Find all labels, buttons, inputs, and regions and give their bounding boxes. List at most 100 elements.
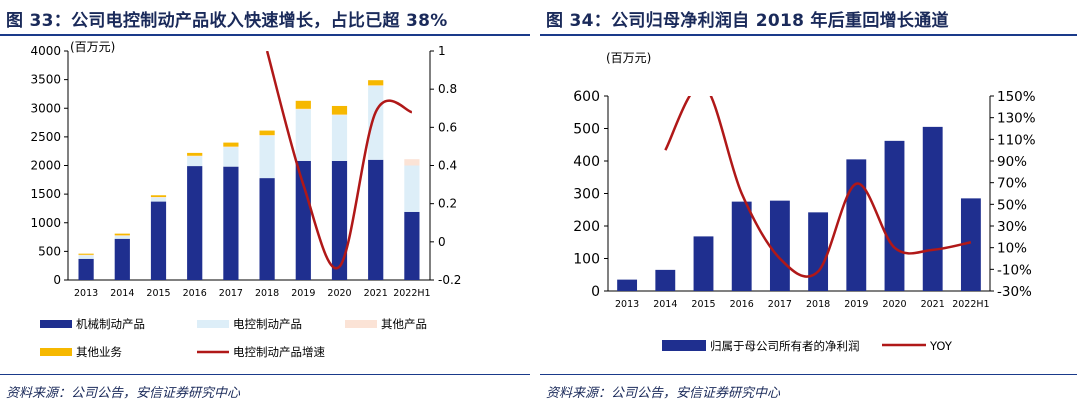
right-x-tick-label: 2017	[768, 299, 792, 310]
left-y-tick-label: 2000	[30, 159, 61, 173]
right-x-tick-label: 2015	[691, 299, 715, 310]
right-x-tick-label: 2014	[653, 299, 677, 310]
left-bar-4	[150, 195, 167, 197]
left-bar-3	[331, 114, 348, 116]
left-figure-title: 图 33：公司电控制动产品收入快速增长，占比已超 38%	[6, 11, 448, 31]
left-bar-1	[78, 258, 94, 280]
right-bar	[655, 269, 676, 291]
left-legend-label: 电控制动产品增速	[233, 345, 325, 359]
left-legend-swatch	[345, 320, 377, 328]
left-bar-4	[223, 142, 239, 147]
left-x-tick-label: 2014	[110, 288, 134, 299]
right-bar	[922, 126, 943, 291]
left-bar-1	[295, 160, 311, 280]
left-bar-3	[187, 155, 203, 157]
right-figure-title: 图 34：公司归母净利润自 2018 年后重回增长通道	[546, 11, 949, 31]
left-y-tick-label: 0	[53, 273, 61, 287]
left-bar-1	[187, 166, 203, 280]
left-x-tick-label: 2021	[364, 288, 388, 299]
left-bottom-rule	[0, 374, 530, 375]
left-y-tick-label: 1000	[30, 216, 61, 230]
right-y2-tick-label: 150%	[997, 89, 1036, 105]
left-bar-2	[368, 85, 384, 160]
left-x-tick-label: 2013	[74, 288, 98, 299]
left-bar-3	[404, 159, 420, 166]
left-y-tick-label: 1500	[30, 187, 61, 201]
right-bar	[960, 198, 981, 291]
left-bar-4	[259, 130, 275, 136]
right-x-tick-label: 2020	[882, 299, 906, 310]
left-bar-2	[78, 255, 94, 259]
right-bar	[617, 279, 638, 291]
right-y2-tick-label: -10%	[997, 262, 1032, 278]
left-x-tick-label: 2015	[146, 288, 170, 299]
left-legend-label: 其他产品	[381, 317, 427, 331]
right-bar	[846, 159, 867, 291]
left-bar-1	[331, 160, 348, 280]
right-figure-panel: 图 34：公司归母净利润自 2018 年后重回增长通道 (百万元) 0 100 200…	[540, 0, 1077, 408]
left-y-tick-label: 2500	[30, 130, 61, 144]
left-legend-label: 其他业务	[76, 345, 122, 359]
left-bar-1	[114, 238, 130, 280]
left-bar-2	[404, 165, 420, 212]
left-legend-label: 机械制动产品	[76, 317, 145, 331]
right-title-rule	[540, 34, 1077, 36]
left-bar-3	[78, 254, 94, 256]
left-bar-2	[331, 115, 348, 161]
right-y-tick-label: 500	[573, 122, 600, 138]
right-bar	[808, 212, 829, 291]
right-x-tick-label: 2019	[844, 299, 868, 310]
right-x-tick-label: 2021	[921, 299, 945, 310]
left-y2-tick-label: 0.6	[438, 120, 457, 134]
left-y2-tick-label: 0.4	[438, 159, 457, 173]
left-y-tick-label: 3000	[30, 101, 61, 115]
right-y-tick-label: 0	[591, 284, 600, 300]
right-bar	[693, 236, 714, 291]
left-y2-tick-label: 1	[438, 44, 446, 58]
left-x-tick-label: 2022H1	[393, 288, 430, 299]
right-y-tick-label: 400	[573, 154, 600, 170]
left-legend-label: 电控制动产品	[233, 317, 302, 331]
left-bar-2	[259, 135, 275, 179]
right-bottom-rule	[540, 374, 1077, 375]
left-y2-tick-label: 0	[438, 235, 446, 249]
left-legend-swatch	[40, 348, 72, 356]
right-legend-label-line: YOY	[929, 339, 953, 353]
right-legend-label-bar: 归属于母公司所有者的净利润	[710, 339, 860, 353]
right-chart: (百万元) 0 100 200 300 400 500 600 -30% -10% 10% 30% 50…	[573, 51, 1036, 353]
left-bar-4	[187, 152, 203, 156]
left-bar-1	[150, 201, 167, 280]
right-y-tick-label: 600	[573, 89, 600, 105]
right-y2-tick-label: 110%	[997, 132, 1036, 148]
left-bar-4	[368, 80, 384, 86]
right-y2-tick-label: 10%	[997, 241, 1027, 257]
left-unit-label: (百万元)	[70, 40, 115, 54]
right-legend-swatch-bar	[662, 340, 706, 351]
left-bar-3	[259, 135, 275, 136]
left-bar-1	[368, 159, 384, 280]
left-source-note: 资料来源：公司公告，安信证券研究中心	[6, 386, 241, 401]
right-source-note: 资料来源：公司公告，安信证券研究中心	[546, 386, 781, 401]
left-bar-2	[187, 156, 203, 167]
right-unit-label: (百万元)	[606, 51, 651, 65]
left-bar-4	[295, 100, 311, 109]
right-y-tick-label: 100	[573, 252, 600, 268]
left-legend-swatch	[40, 320, 72, 328]
left-x-tick-label: 2019	[291, 288, 315, 299]
left-bar-2	[150, 197, 167, 202]
left-y2-tick-label: 0.8	[438, 82, 457, 96]
left-y-tick-label: 3500	[30, 73, 61, 87]
left-bar-2	[223, 147, 239, 167]
left-x-tick-label: 2020	[327, 288, 351, 299]
right-y2-tick-label: 90%	[997, 154, 1027, 170]
left-y2-tick-label: -0.2	[438, 273, 461, 287]
left-bar-2	[114, 235, 130, 239]
right-y-tick-label: 300	[573, 187, 600, 203]
left-x-tick-label: 2016	[183, 288, 207, 299]
left-figure-panel: 图 33：公司电控制动产品收入快速增长，占比已超 38% (百万元) 0 500 10…	[0, 0, 530, 408]
left-bar-1	[259, 178, 275, 280]
left-bar-3	[295, 108, 311, 110]
left-bar-4	[114, 233, 130, 236]
left-bar-4	[78, 253, 94, 255]
left-bar-3	[223, 146, 239, 148]
